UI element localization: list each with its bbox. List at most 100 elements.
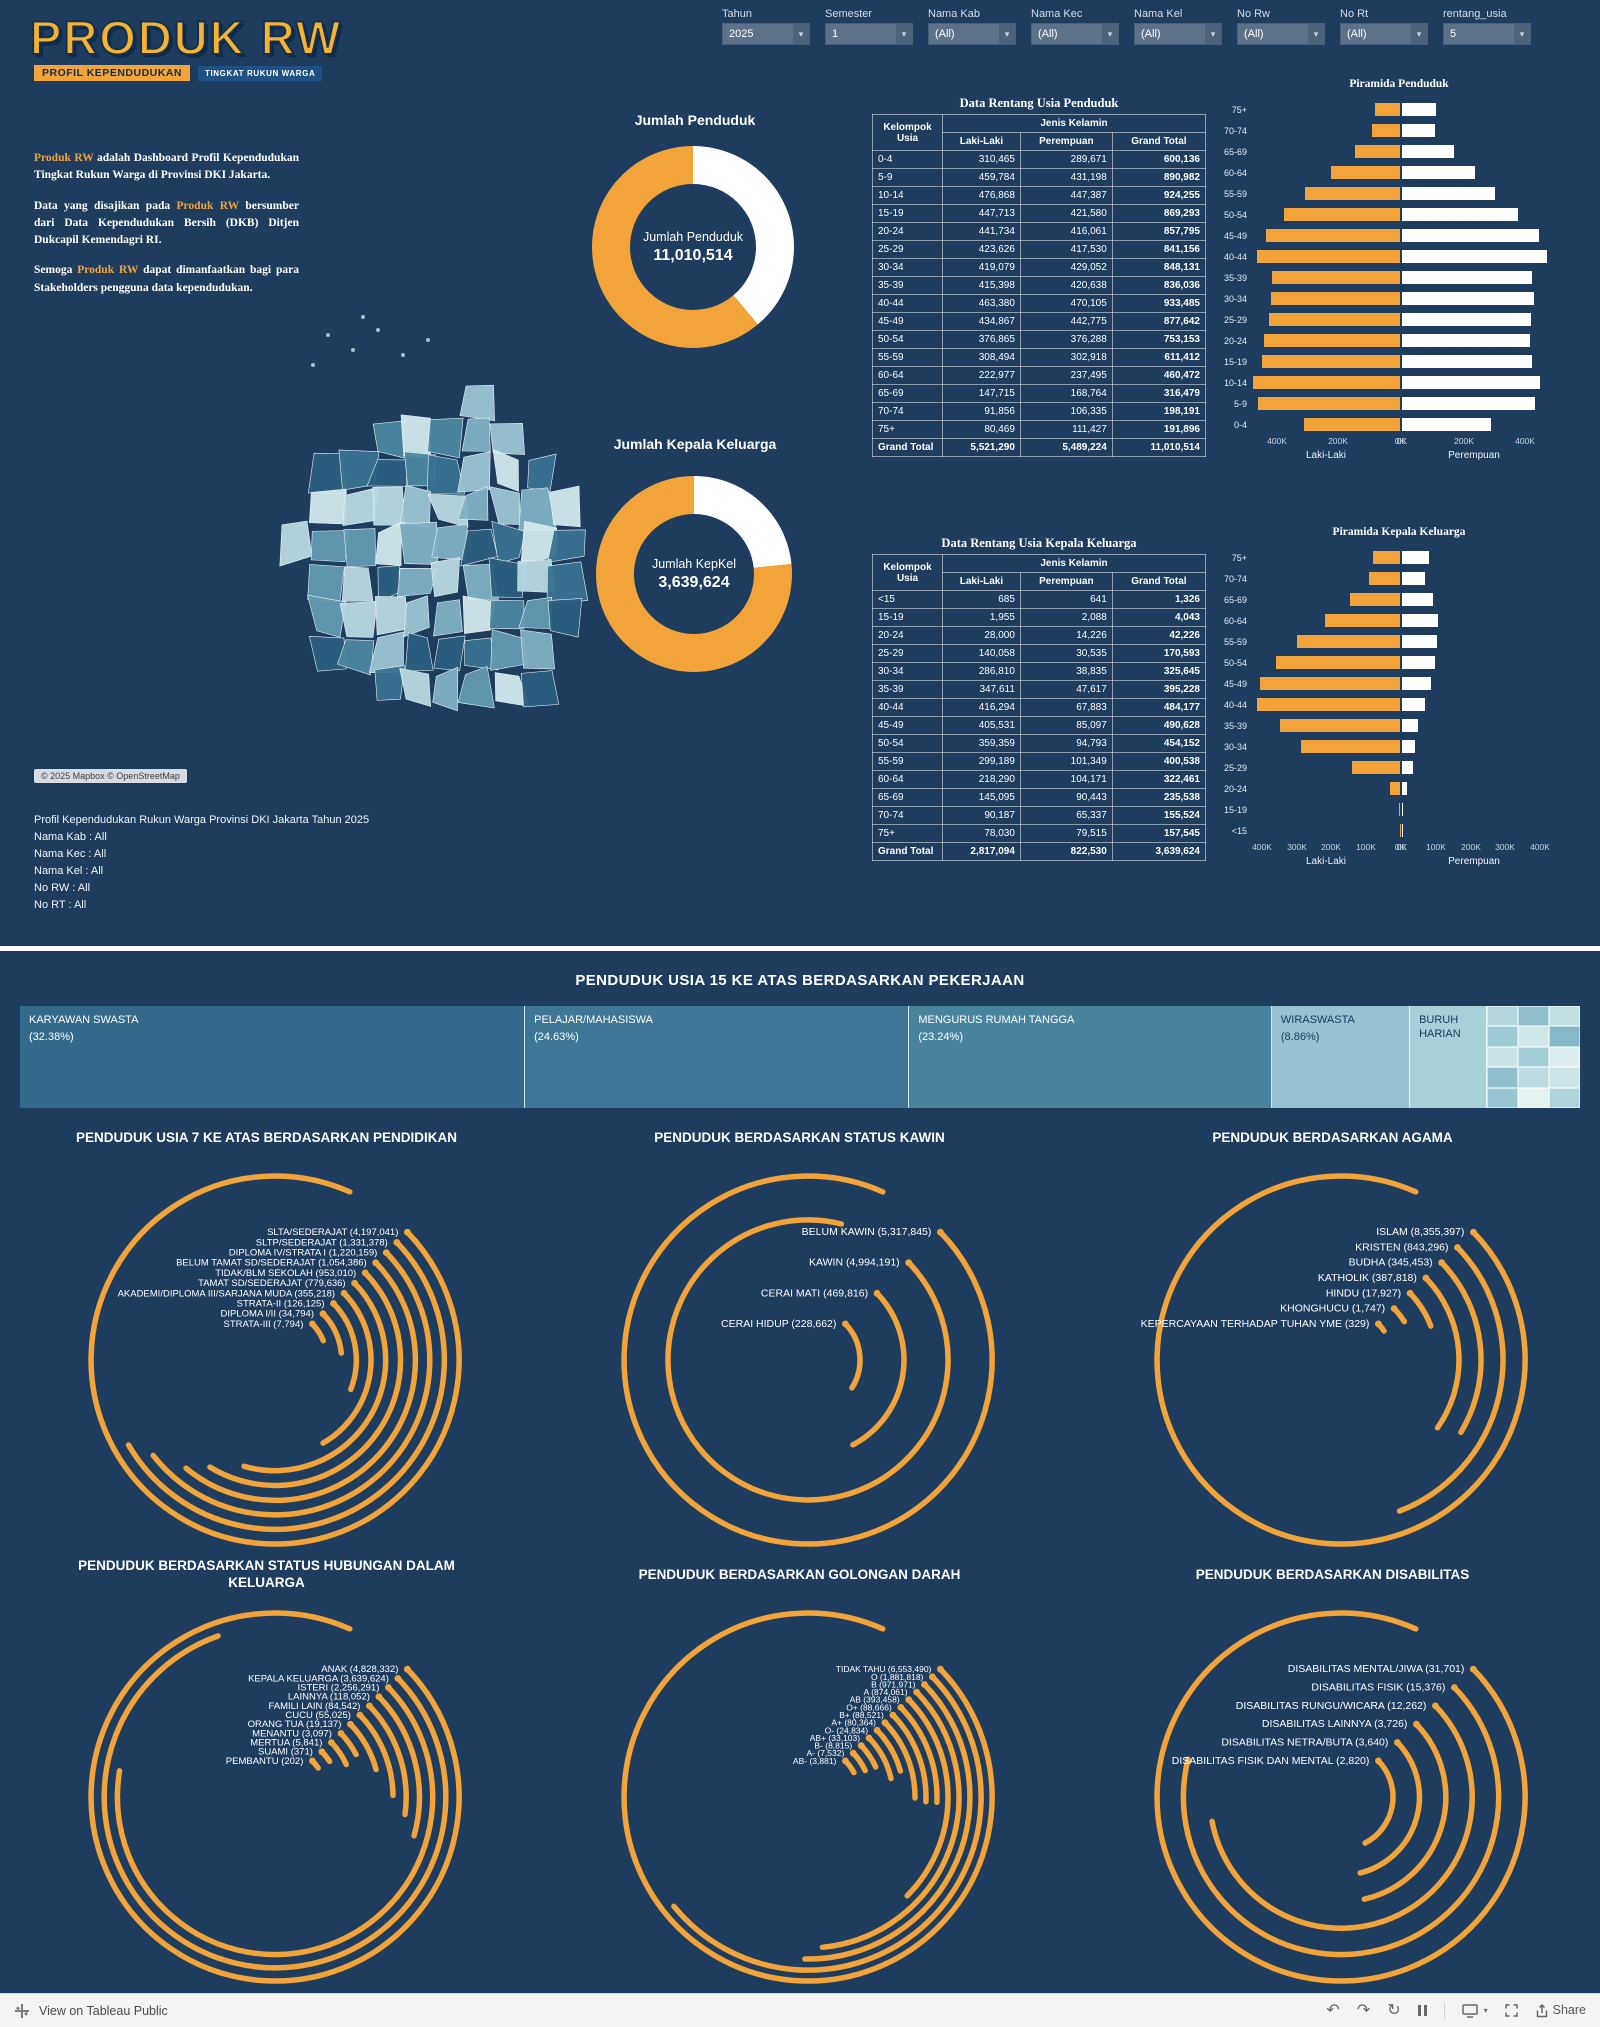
pyramid-row[interactable]: 15-19 <box>1218 351 1594 372</box>
radial-arc[interactable] <box>1356 1739 1422 1876</box>
table-row[interactable]: 65-69 145,095 90,443 235,538 <box>872 788 1207 807</box>
filter-dropdown[interactable]: (All) ▾ <box>1134 23 1222 45</box>
pyramid-row[interactable]: 35-39 <box>1218 715 1594 736</box>
table-row[interactable]: 0-4 310,465 289,671 600,136 <box>872 150 1207 169</box>
treemap-cell[interactable] <box>1486 1087 1518 1108</box>
female-bar[interactable] <box>1402 124 1435 137</box>
treemap-cell[interactable] <box>1486 1006 1518 1027</box>
radial-arc[interactable] <box>1396 1244 1506 1514</box>
radial-arc[interactable] <box>337 1730 359 1758</box>
female-bar[interactable] <box>1402 572 1425 585</box>
pyramid-row[interactable]: 15-19 <box>1218 799 1594 820</box>
filter-dropdown[interactable]: (All) ▾ <box>1031 23 1119 45</box>
pause-icon[interactable] <box>1417 2005 1427 2016</box>
radial-arc[interactable] <box>1438 1259 1484 1436</box>
female-bar[interactable] <box>1402 166 1476 179</box>
treemap-cell[interactable] <box>1548 1006 1580 1027</box>
chevron-down-icon[interactable]: ▾ <box>896 24 912 44</box>
table-row[interactable]: 50-54 376,865 376,288 753,153 <box>872 330 1207 349</box>
female-bar[interactable] <box>1402 761 1413 774</box>
map-region[interactable] <box>375 521 402 566</box>
filter-dropdown[interactable]: 5 ▾ <box>1443 23 1531 45</box>
male-bar[interactable] <box>1256 698 1400 711</box>
female-bar[interactable] <box>1402 698 1426 711</box>
map-region[interactable] <box>309 635 347 672</box>
table-row[interactable]: <15 685 641 1,326 <box>872 590 1207 609</box>
male-bar[interactable] <box>1276 656 1400 669</box>
radial-arc[interactable] <box>801 1681 973 1962</box>
grand-total-row[interactable]: Grand Total 2,817,094 822,530 3,639,624 <box>872 842 1207 861</box>
female-bar[interactable] <box>1402 313 1531 326</box>
pyramid-row[interactable]: 40-44 <box>1218 246 1594 267</box>
female-bar[interactable] <box>1402 418 1492 431</box>
female-bar[interactable] <box>1402 229 1539 242</box>
map-region[interactable] <box>399 521 439 565</box>
radial-arc[interactable] <box>319 1310 344 1356</box>
pyramid-row[interactable]: 70-74 <box>1218 120 1594 141</box>
pyramid-row[interactable]: 70-74 <box>1218 568 1594 589</box>
radial-arc[interactable] <box>1153 1610 1528 1984</box>
map-region[interactable] <box>433 599 463 637</box>
pyramid-row[interactable]: 60-64 <box>1218 162 1594 183</box>
table-row[interactable]: 60-64 222,977 237,495 460,472 <box>872 366 1207 385</box>
pyramid-row[interactable]: 50-54 <box>1218 652 1594 673</box>
female-bar[interactable] <box>1402 145 1454 158</box>
male-bar[interactable] <box>1265 229 1400 242</box>
map-region[interactable] <box>403 595 430 638</box>
male-bar[interactable] <box>1280 719 1400 732</box>
female-bar[interactable] <box>1402 719 1419 732</box>
radial-arc[interactable] <box>897 1704 940 1806</box>
male-bar[interactable] <box>1350 593 1400 606</box>
map-region[interactable] <box>491 520 526 564</box>
radial-arc[interactable] <box>319 1290 374 1446</box>
table-row[interactable]: 50-54 359,359 94,793 454,152 <box>872 734 1207 753</box>
treemap-cell[interactable] <box>1548 1046 1580 1068</box>
radial-arc[interactable] <box>149 1249 432 1518</box>
radial-arc[interactable] <box>114 1684 435 1958</box>
male-bar[interactable] <box>1369 572 1400 585</box>
map-region[interactable] <box>488 557 527 598</box>
female-bar[interactable] <box>1402 803 1403 816</box>
table-row[interactable]: 15-19 447,713 421,580 869,293 <box>872 204 1207 223</box>
female-bar[interactable] <box>1402 355 1532 368</box>
map-region[interactable] <box>430 557 461 597</box>
table-row[interactable]: 10-14 476,868 447,387 924,255 <box>872 186 1207 205</box>
treemap-cell[interactable] <box>1517 1006 1549 1027</box>
map-region[interactable] <box>488 486 521 525</box>
male-bar[interactable] <box>1399 803 1400 816</box>
map-region[interactable] <box>547 598 583 638</box>
male-bar[interactable] <box>1257 250 1400 263</box>
treemap-cell[interactable] <box>1517 1087 1549 1108</box>
table-row[interactable]: 75+ 78,030 79,515 157,545 <box>872 824 1207 843</box>
female-bar[interactable] <box>1402 208 1518 221</box>
jakarta-map[interactable] <box>268 295 620 767</box>
radial-arc[interactable] <box>240 1280 388 1474</box>
male-bar[interactable] <box>1262 355 1400 368</box>
radial-arc[interactable] <box>87 1173 462 1547</box>
female-bar[interactable] <box>1402 187 1496 200</box>
radial-arc[interactable] <box>366 1703 409 1818</box>
pyramid-row[interactable]: 5-9 <box>1218 393 1594 414</box>
table-row[interactable]: 25-29 140,058 30,535 170,593 <box>872 644 1207 663</box>
map-region[interactable] <box>459 384 495 422</box>
grand-total-row[interactable]: Grand Total 5,521,290 5,489,224 11,010,514 <box>872 438 1207 457</box>
male-bar[interactable] <box>1253 376 1400 389</box>
filter-dropdown[interactable]: (All) ▾ <box>1237 23 1325 45</box>
table-row[interactable]: 45-49 405,531 85,097 490,628 <box>872 716 1207 735</box>
map-region[interactable] <box>399 667 432 707</box>
map-region[interactable] <box>279 520 313 567</box>
radial-arc[interactable] <box>1361 1721 1449 1902</box>
female-bar[interactable] <box>1402 551 1430 564</box>
radial-arc[interactable] <box>330 1300 359 1393</box>
filter-dropdown[interactable]: (All) ▾ <box>1340 23 1428 45</box>
map-region[interactable] <box>457 665 495 709</box>
pyramid-row[interactable]: 0-4 <box>1218 414 1594 435</box>
map-region[interactable] <box>489 423 525 455</box>
treemap-cell[interactable] <box>1517 1046 1549 1068</box>
map-region[interactable] <box>489 599 525 630</box>
map-region[interactable] <box>464 637 499 671</box>
male-bar[interactable] <box>1269 313 1400 326</box>
pyramid-row[interactable]: 35-39 <box>1218 267 1594 288</box>
pyramid-row[interactable]: 50-54 <box>1218 204 1594 225</box>
treemap-cell[interactable] <box>1486 1067 1518 1088</box>
